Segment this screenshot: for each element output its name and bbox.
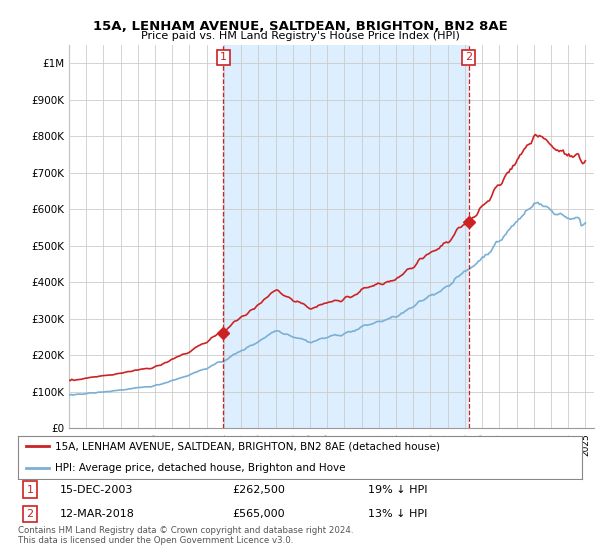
Text: 1: 1 (220, 53, 227, 63)
Text: 1: 1 (26, 484, 34, 494)
Text: £262,500: £262,500 (232, 484, 285, 494)
Bar (223, 45, 469, 428)
Text: £565,000: £565,000 (232, 509, 285, 519)
Text: 13% ↓ HPI: 13% ↓ HPI (368, 509, 427, 519)
Text: 19% ↓ HPI: 19% ↓ HPI (368, 484, 427, 494)
Text: This data is licensed under the Open Government Licence v3.0.: This data is licensed under the Open Gov… (18, 536, 293, 545)
Text: HPI: Average price, detached house, Brighton and Hove: HPI: Average price, detached house, Brig… (55, 463, 345, 473)
Text: 2: 2 (465, 53, 472, 63)
Text: 2: 2 (26, 509, 34, 519)
Text: 15-DEC-2003: 15-DEC-2003 (60, 484, 134, 494)
Text: 12-MAR-2018: 12-MAR-2018 (60, 509, 135, 519)
Text: Contains HM Land Registry data © Crown copyright and database right 2024.: Contains HM Land Registry data © Crown c… (18, 526, 353, 535)
Text: 15A, LENHAM AVENUE, SALTDEAN, BRIGHTON, BN2 8AE: 15A, LENHAM AVENUE, SALTDEAN, BRIGHTON, … (92, 20, 508, 32)
Text: 15A, LENHAM AVENUE, SALTDEAN, BRIGHTON, BN2 8AE (detached house): 15A, LENHAM AVENUE, SALTDEAN, BRIGHTON, … (55, 441, 440, 451)
Text: Price paid vs. HM Land Registry's House Price Index (HPI): Price paid vs. HM Land Registry's House … (140, 31, 460, 41)
